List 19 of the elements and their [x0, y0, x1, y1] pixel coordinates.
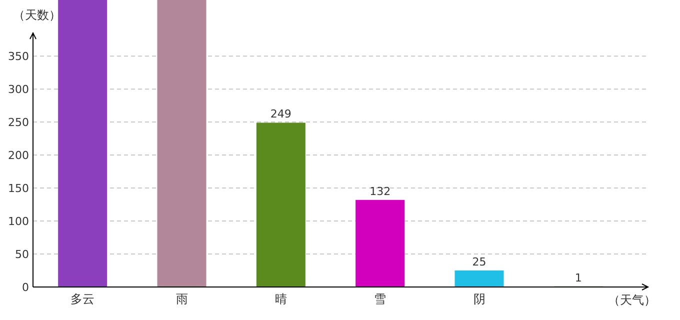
y-tick-label: 300 [8, 83, 29, 96]
x-tick-label: 阴 [473, 292, 486, 306]
data-label: 132 [370, 184, 391, 198]
y-tick-label: 0 [22, 281, 29, 294]
x-axis-title: （天气） [608, 293, 656, 307]
y-tick-label: 150 [8, 182, 29, 196]
x-tick-label: 雪 [374, 292, 386, 306]
x-tick-label: 雨 [176, 292, 188, 306]
y-tick-label: 350 [8, 50, 29, 64]
y-tick-label: 100 [8, 215, 29, 228]
y-axis-title: （天数） [13, 8, 61, 22]
y-tick-label: 50 [15, 248, 29, 262]
data-label: 25 [472, 256, 486, 269]
data-label: 249 [270, 108, 292, 121]
y-tick-label: 200 [8, 149, 29, 162]
x-tick-label: 多云 [70, 292, 95, 306]
data-label: 1 [574, 271, 582, 284]
x-tick-label: 晴 [274, 292, 287, 306]
y-tick-label: 250 [8, 116, 29, 130]
